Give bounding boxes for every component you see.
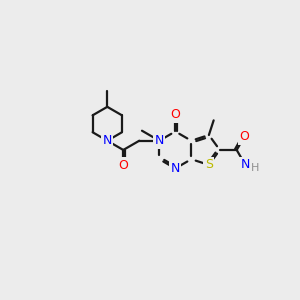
Text: N: N (103, 134, 112, 147)
Text: O: O (118, 159, 128, 172)
Text: N: N (154, 134, 164, 147)
Text: S: S (205, 158, 213, 171)
Text: N: N (171, 162, 180, 175)
Text: N: N (241, 158, 250, 171)
Text: O: O (239, 130, 249, 143)
Text: H: H (251, 163, 260, 173)
Text: O: O (170, 108, 180, 121)
